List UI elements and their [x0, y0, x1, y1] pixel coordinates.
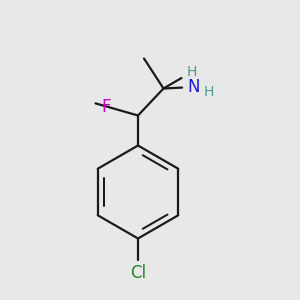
- Text: F: F: [102, 98, 111, 116]
- Text: Cl: Cl: [130, 264, 146, 282]
- Text: H: H: [203, 85, 214, 98]
- Text: N: N: [187, 78, 200, 96]
- Text: H: H: [187, 65, 197, 79]
